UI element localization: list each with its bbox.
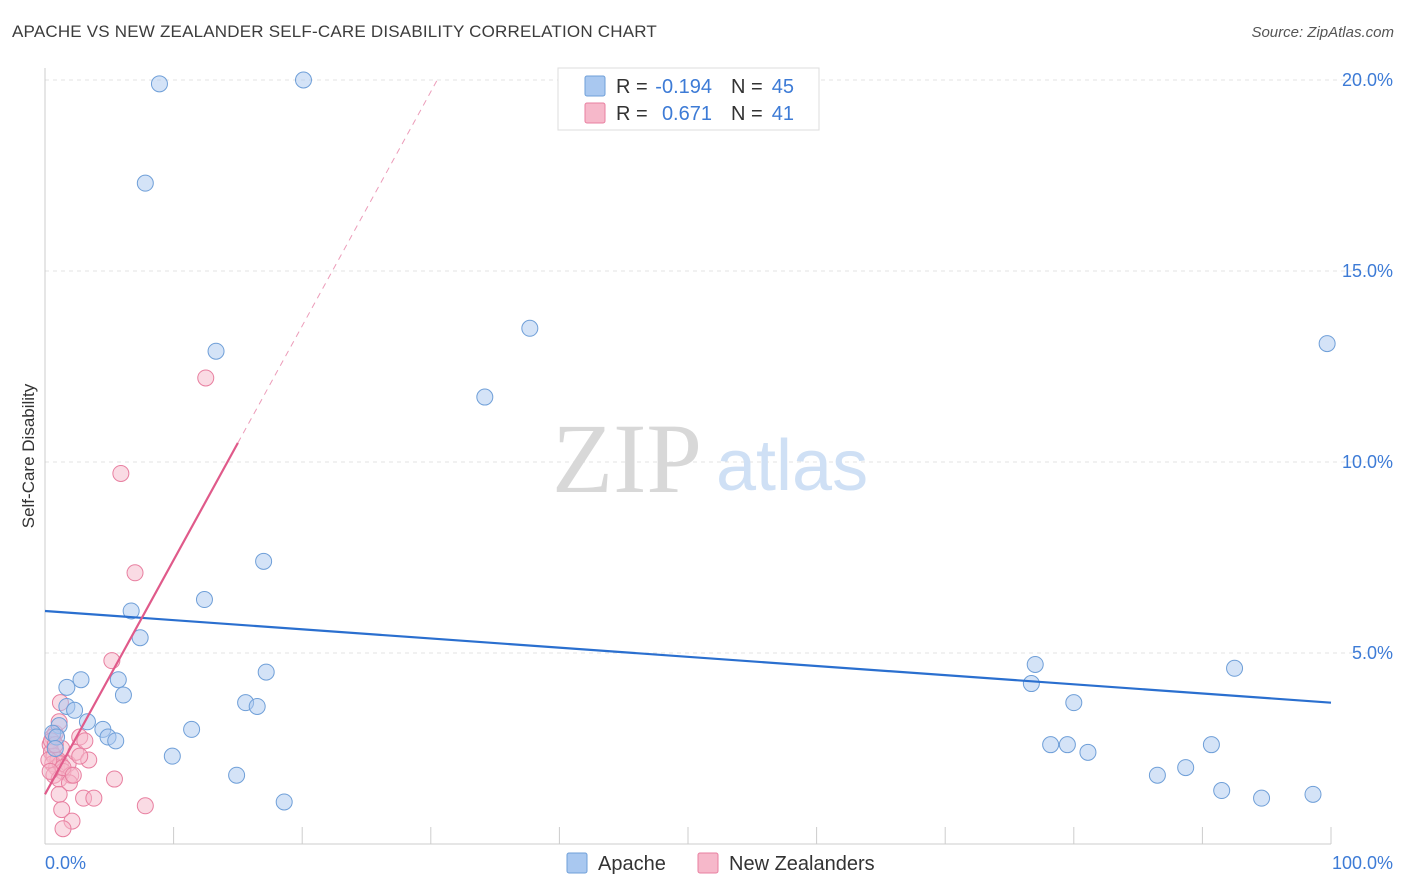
apache-point-28 [46,740,64,757]
apache-point-17 [248,697,266,715]
stats-legend: R = -0.194 N = 45 R = 0.671 N = 41 [557,67,820,131]
legend-nz-label: New Zealanders [729,853,875,875]
nz-r-value: 0.671 [662,103,712,125]
apache-point-12 [58,678,76,696]
apache-point-14 [114,686,132,704]
nz-point-29 [105,770,123,788]
apache-point-42 [1213,782,1231,800]
apache-trend-line [44,609,1332,704]
series-new-zealanders-points [40,369,215,838]
x-tick-labels: 0.0% 100.0% [45,853,1393,873]
apache-point-36 [1058,736,1076,754]
apache-point-35 [1042,736,1060,754]
nz-n-value: 41 [772,103,794,125]
apache-point-11 [72,671,90,689]
nz-point-40 [64,766,82,784]
apache-point-44 [1304,785,1322,803]
apache-point-26 [107,732,125,750]
apache-n-label: N = [731,76,763,98]
apache-point-0 [150,75,168,93]
apache-point-37 [1079,743,1097,761]
apache-point-7 [255,552,273,570]
nz-stats-swatch [584,102,606,124]
apache-point-4 [521,319,539,337]
y-tick-label-3: 20.0% [1342,70,1393,90]
watermark-atlas: atlas [716,426,868,506]
nz-trend-extension [237,79,438,444]
apache-point-33 [1022,675,1040,693]
y-tick-labels: 5.0% 10.0% 15.0% 20.0% [1342,70,1393,663]
nz-point-36 [54,820,72,838]
apache-point-31 [228,766,246,784]
y-tick-label-1: 10.0% [1342,452,1393,472]
nz-point-28 [71,747,89,765]
y-axis-title: Self-Care Disability [19,383,38,528]
grid-lines [45,79,1370,654]
apache-point-19 [66,701,84,719]
apache-point-34 [1065,694,1083,712]
nz-r-label: R = [616,103,648,125]
apache-point-5 [476,388,494,406]
apache-point-40 [1177,759,1195,777]
nz-point-30 [50,785,68,803]
apache-point-27 [183,720,201,738]
nz-point-26 [76,732,94,750]
nz-point-2 [126,564,144,582]
apache-point-9 [122,602,140,620]
apache-point-1 [294,71,312,89]
watermark-zip: ZIP [552,403,702,514]
apache-point-41 [1148,766,1166,784]
nz-point-34 [53,801,71,819]
x-tick-label-1: 100.0% [1332,853,1393,873]
chart-title: APACHE VS NEW ZEALANDER SELF-CARE DISABI… [12,22,657,41]
y-tick-label-2: 15.0% [1342,261,1393,281]
apache-point-32 [1026,655,1044,673]
watermark: ZIP atlas [552,403,868,514]
series-legend: Apache New Zealanders [566,852,875,875]
nz-point-32 [85,789,103,807]
apache-r-value: -0.194 [655,76,712,98]
nz-point-1 [112,464,130,482]
apache-point-15 [257,663,275,681]
apache-r-label: R = [616,76,648,98]
trend-lines [44,79,1332,795]
legend-nz-swatch [697,852,719,874]
apache-point-29 [163,747,181,765]
axes [44,68,1332,845]
x-tick-label-0: 0.0% [45,853,86,873]
y-tick-label-0: 5.0% [1352,643,1393,663]
nz-n-label: N = [731,103,763,125]
legend-apache-swatch [566,852,588,874]
apache-n-value: 45 [772,76,794,98]
nz-point-0 [197,369,215,387]
nz-trend-line [44,442,239,795]
apache-stats-swatch [584,75,606,97]
apache-point-43 [1253,789,1271,807]
nz-point-33 [136,797,154,815]
apache-point-8 [195,591,213,609]
apache-point-3 [207,342,225,360]
apache-point-39 [1202,736,1220,754]
apache-point-38 [1226,659,1244,677]
legend-apache-label: Apache [598,853,666,875]
source-label: Source: ZipAtlas.com [1251,24,1394,41]
apache-point-30 [275,793,293,811]
apache-point-2 [136,174,154,192]
apache-point-13 [109,671,127,689]
apache-point-6 [1318,335,1336,353]
series-apache-points [44,71,1336,811]
